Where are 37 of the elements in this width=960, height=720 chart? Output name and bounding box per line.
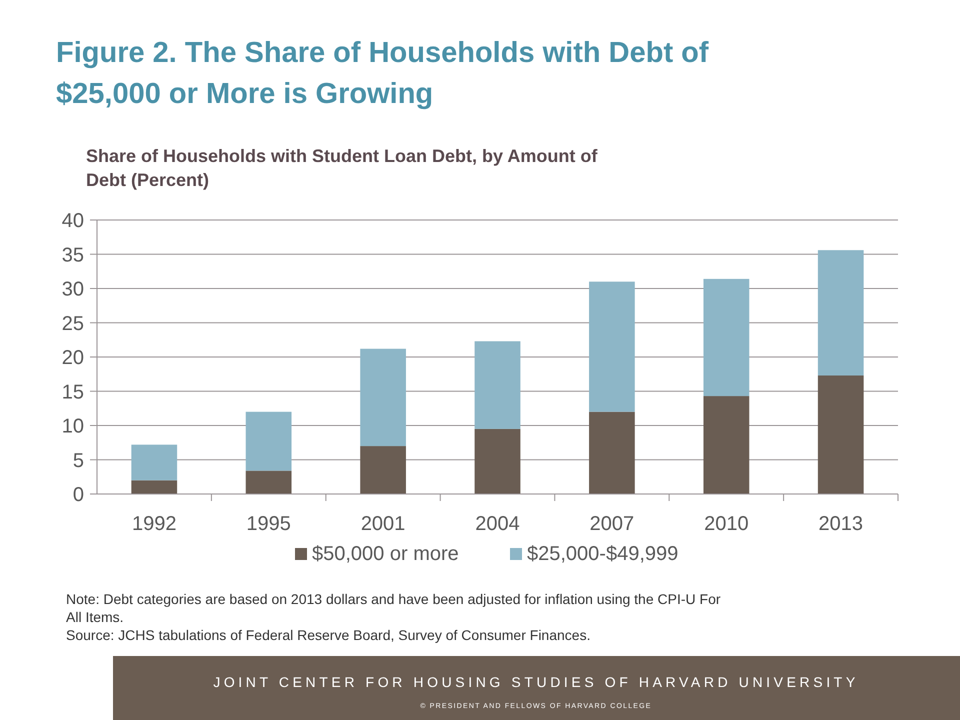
bar <box>703 396 750 494</box>
y-tick-label: 35 <box>62 244 84 266</box>
bar <box>818 250 864 376</box>
x-tick-label: 2007 <box>590 513 634 535</box>
text: Note: Debt categories are based on 2013 dollars and have been adjusted for inflation using the CPI-U For All Items. <box>66 591 721 625</box>
x-tick-label: 1995 <box>246 513 291 535</box>
bar <box>131 444 178 480</box>
bar <box>360 348 406 446</box>
text: JOINT CENTER FOR HOUSING STUDIES OF HARVARD UNIVERSITY <box>213 674 859 690</box>
x-tick-label: 1992 <box>132 513 176 535</box>
x-tick-label: 2010 <box>704 513 749 535</box>
bar <box>246 412 292 471</box>
legend-label: $25,000-$49,999 <box>527 543 678 565</box>
bar <box>360 446 406 494</box>
bar <box>589 412 635 494</box>
bar <box>246 470 292 494</box>
chart-title: Figure 2. The Share of Households with Debt of $25,000 or More is Growing <box>56 37 709 110</box>
bar <box>589 282 635 412</box>
y-tick-label: 40 <box>62 210 84 232</box>
bar <box>474 428 520 494</box>
y-tick-label: 10 <box>62 416 84 438</box>
y-tick-label: 30 <box>62 278 84 300</box>
x-tick-label: 2013 <box>818 513 864 535</box>
y-tick-label: 15 <box>62 381 84 404</box>
y-tick-label: 25 <box>62 312 84 335</box>
y-tick-label: 0 <box>72 484 84 506</box>
bar <box>131 480 178 494</box>
y-tick-label: 5 <box>72 450 84 472</box>
legend-label: $50,000 or more <box>312 543 459 565</box>
bar <box>818 375 864 494</box>
source-note: Source: JCHS tabulations of Federal Reserve Board, Survey of Consumer Finances. <box>66 627 590 643</box>
chart-subtitle: Share of Households with Student Loan Debt, by Amount of Debt (Percent) <box>86 146 598 190</box>
bar <box>703 278 750 396</box>
y-tick-label: 20 <box>62 347 84 369</box>
bar <box>474 341 520 429</box>
x-tick-label: 2004 <box>475 513 520 535</box>
x-tick-label: 2001 <box>360 513 406 535</box>
